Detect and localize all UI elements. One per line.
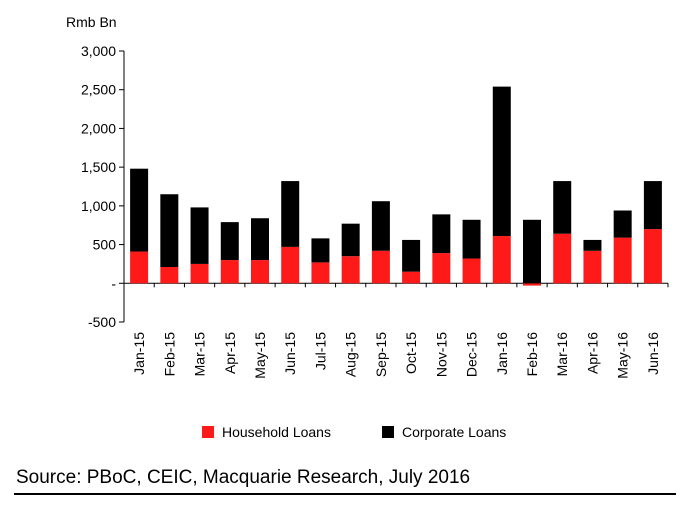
bar-household-apr-15: [220, 260, 239, 284]
bar-household-apr-16: [583, 250, 602, 284]
x-tick-label: Dec-15: [464, 332, 480, 377]
bar-corporate-mar-16: [553, 181, 572, 234]
bar-corporate-may-16: [613, 210, 632, 238]
bar-household-jun-15: [281, 246, 300, 284]
bar-corporate-aug-15: [341, 223, 360, 257]
bar-household-sep-15: [371, 250, 390, 284]
x-tick-label: Jun-15: [282, 332, 298, 375]
bar-household-nov-15: [432, 253, 451, 284]
x-tick-label: Apr-15: [222, 332, 238, 374]
source-divider: [14, 493, 676, 495]
x-tick-label: Jul-15: [312, 332, 328, 370]
bar-household-jan-16: [492, 236, 511, 284]
y-tick-label: 2,000: [81, 120, 116, 136]
y-tick-label: 1,500: [81, 159, 116, 175]
y-tick-label: 2,500: [81, 82, 116, 98]
x-tick-label: Feb-16: [524, 332, 540, 377]
y-tick-label: 500: [93, 237, 117, 253]
bar-corporate-nov-15: [432, 214, 451, 254]
bar-household-mar-16: [553, 233, 572, 284]
x-tick-label: Mar-16: [554, 332, 570, 377]
bar-corporate-mar-15: [190, 207, 209, 264]
x-tick-label: Oct-15: [403, 332, 419, 374]
bar-corporate-jan-16: [492, 86, 511, 237]
x-tick-label: Aug-15: [343, 332, 359, 377]
bar-corporate-apr-15: [220, 222, 239, 261]
bar-household-jan-15: [130, 251, 149, 284]
x-tick-label: Nov-15: [433, 332, 449, 377]
bar-corporate-jun-15: [281, 181, 300, 247]
bar-household-mar-15: [190, 263, 209, 284]
y-tick-label: -: [111, 275, 116, 291]
legend-label-corporate: Corporate Loans: [402, 424, 507, 440]
y-tick-label: -500: [88, 314, 116, 330]
bar-corporate-feb-16: [523, 219, 541, 284]
bar-household-feb-16: [523, 283, 541, 286]
legend-swatch-corporate: [382, 426, 394, 438]
y-tick-label: 1,000: [81, 198, 116, 214]
chart-legend: Household Loans Corporate Loans: [0, 424, 684, 444]
bar-household-oct-15: [402, 271, 421, 284]
bar-household-dec-15: [462, 258, 481, 284]
x-tick-label: Jun-16: [645, 332, 661, 375]
legend-item-corporate: Corporate Loans: [382, 424, 506, 440]
x-tick-label: May-15: [252, 332, 268, 379]
bar-household-feb-15: [160, 267, 179, 284]
x-tick-label: Sep-15: [373, 332, 389, 377]
x-tick-label: Mar-15: [192, 332, 208, 377]
bar-household-jun-16: [643, 229, 662, 284]
bar-corporate-may-15: [251, 218, 269, 261]
bar-corporate-jul-15: [311, 238, 330, 263]
bar-corporate-feb-15: [160, 194, 179, 268]
y-axis-unit-label: Rmb Bn: [66, 14, 117, 30]
legend-swatch-household: [202, 426, 214, 438]
bar-household-jul-15: [311, 262, 330, 284]
source-note: Source: PBoC, CEIC, Macquarie Research, …: [16, 467, 471, 488]
x-tick-label: Feb-15: [161, 332, 177, 377]
legend-item-household: Household Loans: [202, 424, 331, 440]
bar-corporate-jan-15: [130, 168, 149, 252]
legend-label-household: Household Loans: [222, 424, 331, 440]
bar-household-aug-15: [341, 256, 360, 284]
bar-corporate-jun-16: [643, 181, 662, 230]
bar-household-may-15: [251, 260, 269, 284]
x-tick-label: Apr-16: [584, 332, 600, 374]
x-tick-label: Jan-16: [494, 332, 510, 375]
y-tick-label: 3,000: [81, 43, 116, 59]
x-tick-label: May-16: [615, 332, 631, 379]
bar-corporate-oct-15: [402, 239, 421, 272]
bar-household-may-16: [613, 237, 632, 284]
x-tick-label: Jan-15: [131, 332, 147, 375]
bar-corporate-dec-15: [462, 219, 481, 259]
bar-corporate-apr-16: [583, 239, 602, 251]
bar-corporate-sep-15: [371, 201, 390, 251]
